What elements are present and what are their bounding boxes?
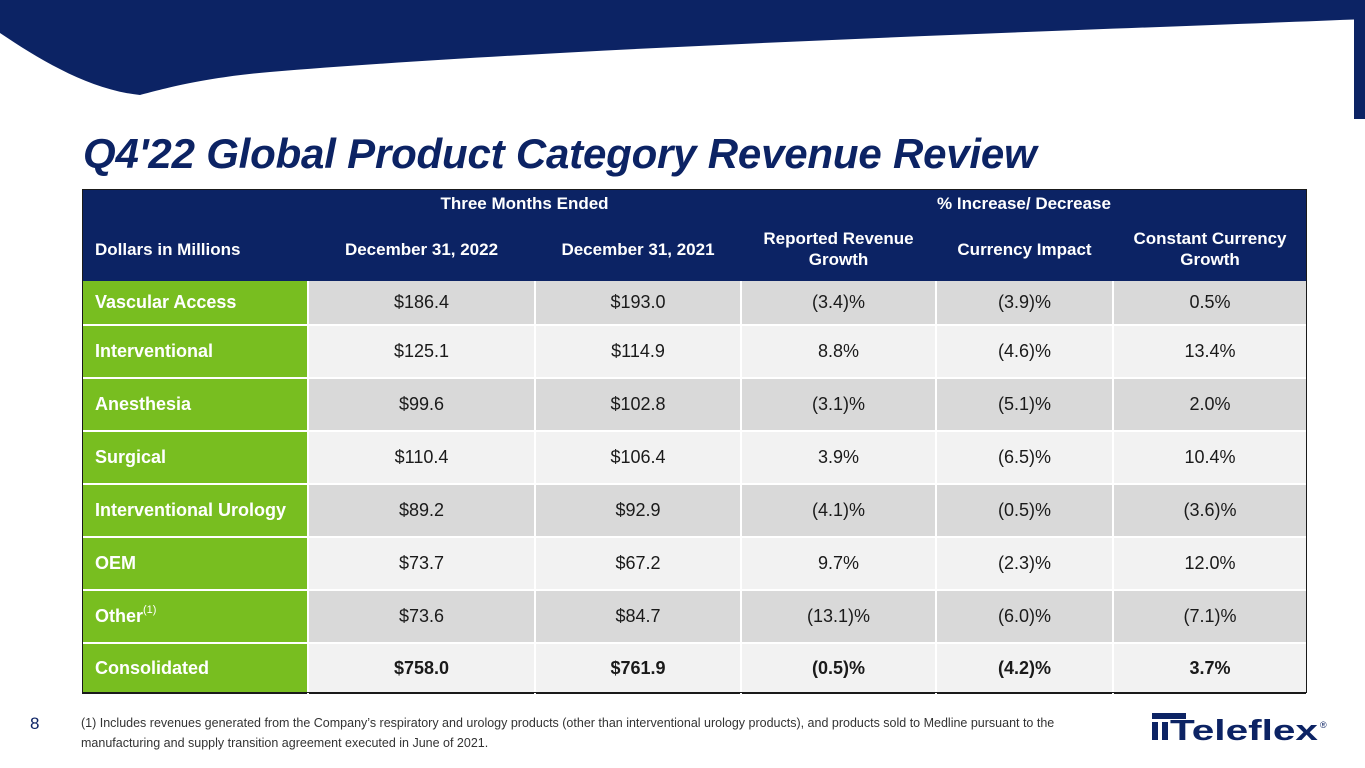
column-header: Constant Currency Growth <box>1113 217 1307 281</box>
table-cell: 0.5% <box>1113 281 1308 326</box>
table-cell: (4.2)% <box>936 642 1114 694</box>
category-cell: Interventional Urology <box>82 484 309 538</box>
table-row: Surgical $110.4 $106.4 3.9% (6.5)% 10.4% <box>82 431 1308 485</box>
table-cell: $761.9 <box>535 642 742 694</box>
category-label: Surgical <box>95 447 167 467</box>
footnote-marker: (1) <box>143 604 157 616</box>
table-row: OEM $73.7 $67.2 9.7% (2.3)% 12.0% <box>82 537 1308 591</box>
table-cell: $193.0 <box>535 281 742 326</box>
category-cell: Surgical <box>82 431 309 485</box>
table-cell: $110.4 <box>308 431 536 485</box>
category-label: Vascular Access <box>95 292 237 312</box>
column-header: Dollars in Millions <box>82 217 308 281</box>
page-title: Q4'22 Global Product Category Revenue Re… <box>83 130 1037 177</box>
category-label: Other <box>95 606 144 626</box>
table-row: Interventional $125.1 $114.9 8.8% (4.6)%… <box>82 325 1308 379</box>
table-cell: (4.6)% <box>936 325 1114 379</box>
table-cell: (7.1)% <box>1113 590 1308 644</box>
table-cell: (6.0)% <box>936 590 1114 644</box>
table-cell: (5.1)% <box>936 378 1114 432</box>
table-cell: (2.3)% <box>936 537 1114 591</box>
table-cell: 8.8% <box>741 325 937 379</box>
table-cell: (3.4)% <box>741 281 937 326</box>
category-label: OEM <box>95 553 137 573</box>
table-cell: $186.4 <box>308 281 536 326</box>
table-cell: (4.1)% <box>741 484 937 538</box>
table-cell: $92.9 <box>535 484 742 538</box>
table-row-total: Consolidated $758.0 $761.9 (0.5)% (4.2)%… <box>82 642 1308 694</box>
table-cell: $125.1 <box>308 325 536 379</box>
table-row: Interventional Urology $89.2 $92.9 (4.1)… <box>82 484 1308 538</box>
category-cell: Other(1) <box>82 590 309 644</box>
category-cell: Vascular Access <box>82 281 309 326</box>
table-cell: (3.6)% <box>1113 484 1308 538</box>
table-row: Vascular Access $186.4 $193.0 (3.4)% (3.… <box>82 281 1308 326</box>
footnote: (1) Includes revenues generated from the… <box>81 716 1055 750</box>
table-cell: (0.5)% <box>741 642 937 694</box>
table-cell: $114.9 <box>535 325 742 379</box>
table-cell: $84.7 <box>535 590 742 644</box>
category-cell: Interventional <box>82 325 309 379</box>
group-header-pct-change: % Increase/ Decrease <box>741 189 1307 217</box>
category-label: Consolidated <box>95 657 210 678</box>
table-cell: (3.1)% <box>741 378 937 432</box>
teleflex-logo: Teleflex ® <box>1152 713 1327 746</box>
revenue-table: Three Months Ended % Increase/ Decrease … <box>82 189 1308 694</box>
group-header-three-months: Three Months Ended <box>308 189 741 217</box>
table-cell: 2.0% <box>1113 378 1308 432</box>
table-cell: $73.7 <box>308 537 536 591</box>
logo-text: Teleflex <box>1170 715 1318 746</box>
table-cell: 9.7% <box>741 537 937 591</box>
column-header: December 31, 2022 <box>308 217 535 281</box>
table-row: Other(1) $73.6 $84.7 (13.1)% (6.0)% (7.1… <box>82 590 1308 644</box>
table-cell: $73.6 <box>308 590 536 644</box>
table-cell: 13.4% <box>1113 325 1308 379</box>
page-number: 8 <box>30 714 40 733</box>
table-cell: 3.9% <box>741 431 937 485</box>
column-header: Reported Revenue Growth <box>741 217 936 281</box>
table-cell: 3.7% <box>1113 642 1308 694</box>
table-cell: (3.9)% <box>936 281 1114 326</box>
registered-mark: ® <box>1320 720 1327 730</box>
category-label: Interventional Urology <box>95 500 287 520</box>
table-cell: (0.5)% <box>936 484 1114 538</box>
table-cell: (13.1)% <box>741 590 937 644</box>
table-cell: (6.5)% <box>936 431 1114 485</box>
column-header: December 31, 2021 <box>535 217 741 281</box>
table-cell: $102.8 <box>535 378 742 432</box>
table-cell: 12.0% <box>1113 537 1308 591</box>
table-row: Anesthesia $99.6 $102.8 (3.1)% (5.1)% 2.… <box>82 378 1308 432</box>
table-cell: $106.4 <box>535 431 742 485</box>
category-cell: Anesthesia <box>82 378 309 432</box>
table-cell: $99.6 <box>308 378 536 432</box>
column-header: Currency Impact <box>936 217 1113 281</box>
table-cell: 10.4% <box>1113 431 1308 485</box>
group-header-row: Three Months Ended % Increase/ Decrease <box>82 189 1307 217</box>
category-cell: Consolidated <box>82 642 309 694</box>
header-banner <box>0 0 1365 119</box>
column-header-row: Dollars in Millions December 31, 2022 De… <box>82 217 1307 281</box>
table-cell: $89.2 <box>308 484 536 538</box>
category-label: Interventional <box>95 341 214 361</box>
category-cell: OEM <box>82 537 309 591</box>
category-label: Anesthesia <box>95 394 192 414</box>
table-cell: $67.2 <box>535 537 742 591</box>
group-header-spacer <box>82 189 308 217</box>
table-cell: $758.0 <box>308 642 536 694</box>
